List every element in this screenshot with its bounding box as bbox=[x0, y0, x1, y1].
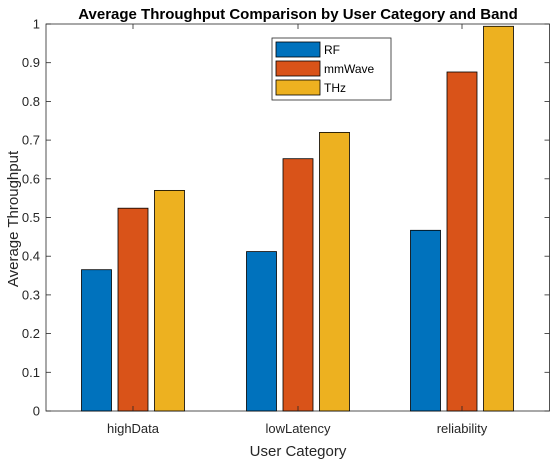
legend-label-mmwave: mmWave bbox=[324, 62, 375, 76]
bar-rf-lowlatency bbox=[246, 251, 277, 412]
y-tick-label: 0.6 bbox=[22, 171, 40, 186]
bar-thz-lowlatency bbox=[319, 131, 350, 412]
bar-thz-highdata bbox=[154, 189, 185, 412]
x-tick-label: highData bbox=[107, 421, 160, 436]
legend: RF mmWave THz bbox=[271, 37, 392, 101]
legend-swatch-mmwave bbox=[275, 60, 321, 77]
legend-swatch-rf bbox=[275, 41, 321, 58]
bar-rf-highdata bbox=[81, 269, 112, 412]
y-tick-label: 0.2 bbox=[22, 326, 40, 341]
bars-layer bbox=[81, 25, 514, 412]
y-tick-label: 0.8 bbox=[22, 94, 40, 109]
y-axis: 0 0.1 0.2 0.3 0.4 0.5 0.6 0.7 0.8 0.9 1 bbox=[22, 17, 550, 419]
x-tick-label: reliability bbox=[437, 421, 488, 436]
y-tick-label: 0 bbox=[33, 404, 40, 419]
y-tick-label: 1 bbox=[33, 17, 40, 32]
y-tick-label: 0.7 bbox=[22, 133, 40, 148]
y-tick-label: 0.9 bbox=[22, 55, 40, 70]
y-tick-label: 0.3 bbox=[22, 287, 40, 302]
legend-label-rf: RF bbox=[324, 43, 340, 57]
bar-mmwave-lowlatency bbox=[282, 158, 314, 412]
bar-thz-reliability bbox=[483, 25, 514, 412]
bar-mmwave-reliability bbox=[446, 71, 478, 412]
y-axis-label: Average Throughput bbox=[5, 150, 22, 287]
y-tick-label: 0.1 bbox=[22, 365, 40, 380]
bar-mmwave-highdata bbox=[117, 207, 149, 412]
bar-rf-reliability bbox=[410, 229, 441, 412]
x-axis: highData lowLatency reliability bbox=[107, 24, 488, 436]
y-tick-label: 0.5 bbox=[22, 210, 40, 225]
x-axis-label: User Category bbox=[250, 443, 347, 460]
y-tick-label: 0.4 bbox=[22, 249, 40, 264]
legend-label-thz: THz bbox=[324, 81, 346, 95]
x-tick-label: lowLatency bbox=[265, 421, 331, 436]
chart-title: Average Throughput Comparison by User Ca… bbox=[78, 6, 518, 23]
legend-swatch-thz bbox=[275, 79, 321, 96]
